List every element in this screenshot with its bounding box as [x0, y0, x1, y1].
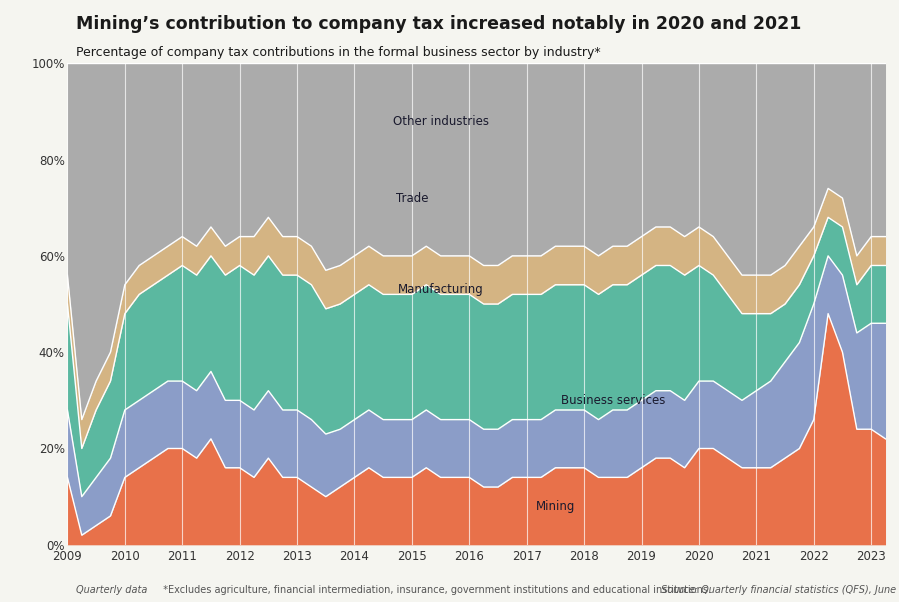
Text: Business services: Business services [561, 394, 665, 407]
Text: Mining’s contribution to company tax increased notably in 2020 and 2021: Mining’s contribution to company tax inc… [76, 15, 802, 33]
Text: Percentage of company tax contributions in the formal business sector by industr: Percentage of company tax contributions … [76, 46, 601, 59]
Text: Source: Quarterly financial statistics (QFS), June 2023: Source: Quarterly financial statistics (… [661, 585, 899, 595]
Text: Manufacturing: Manufacturing [397, 283, 484, 296]
Text: Trade: Trade [396, 191, 428, 205]
Text: Mining: Mining [536, 500, 575, 513]
Text: Quarterly data: Quarterly data [76, 585, 147, 595]
Text: Other industries: Other industries [393, 114, 488, 128]
Text: *Excludes agriculture, financial intermediation, insurance, government instituti: *Excludes agriculture, financial interme… [157, 585, 711, 595]
